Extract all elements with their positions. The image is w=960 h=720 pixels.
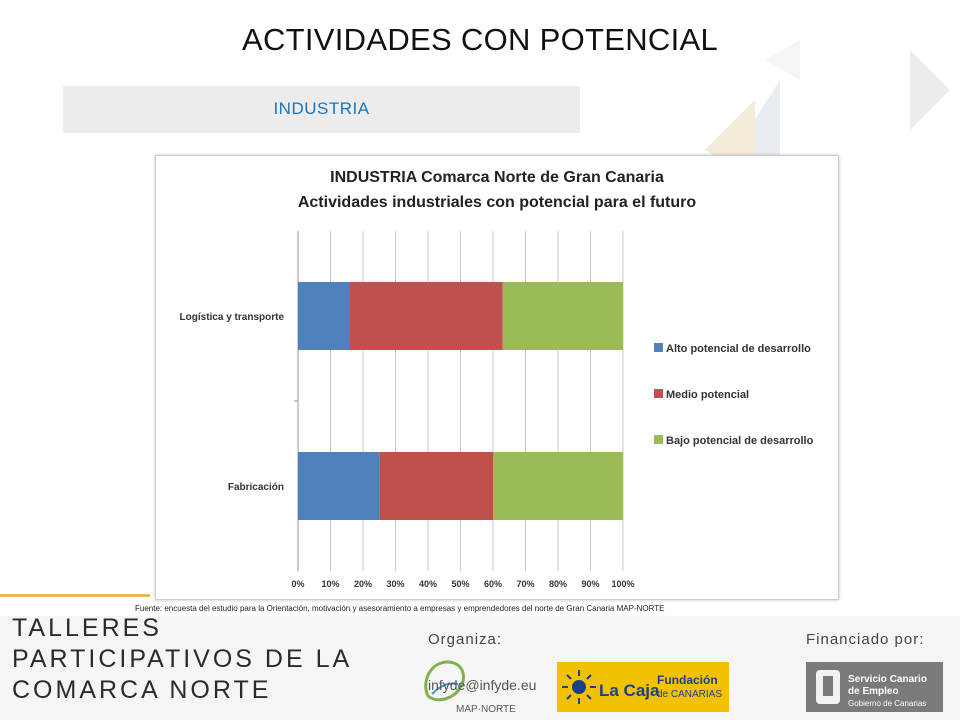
fundacion-text: Fundación [657, 673, 718, 687]
x-tick-label: 60% [484, 579, 502, 589]
sce-logo-graphic: Servicio Canario de Empleo Gobierno de C… [816, 670, 927, 708]
de-canarias-text: de CANARIAS [657, 689, 722, 700]
x-tick-label: 10% [321, 579, 339, 589]
legend-label: Medio potencial [666, 389, 749, 401]
bar-segment [502, 282, 623, 350]
la-caja-text: La Caja [599, 681, 660, 700]
la-caja-logo-graphic: La Caja Fundación de CANARIAS [562, 670, 722, 704]
x-tick-label: 0% [291, 579, 304, 589]
talleres-line-1: TALLERES [12, 614, 162, 642]
servicio-canario-empleo-logo: Servicio Canario de Empleo Gobierno de C… [806, 662, 943, 712]
sce-line-1: Servicio Canario [848, 674, 927, 685]
map-norte-text: MAP·NORTE [456, 704, 516, 715]
talleres-line-2: PARTICIPATIVOS DE LA [12, 645, 353, 673]
stacked-bar-chart: INDUSTRIA Comarca Norte de Gran Canaria A… [180, 169, 814, 589]
x-tick-label: 30% [386, 579, 404, 589]
chart-subtitle: Actividades industriales con potencial p… [298, 194, 697, 211]
gold-accent-line [0, 594, 150, 597]
legend-swatch [654, 343, 663, 352]
legend-swatch [654, 435, 663, 444]
financiado-label: Financiado por: [806, 631, 925, 648]
section-header: INDUSTRIA [63, 86, 580, 133]
bar-segment [298, 452, 380, 520]
sce-line-2: de Empleo [848, 686, 899, 697]
x-tick-label: 90% [581, 579, 599, 589]
legend-label: Bajo potencial de desarrollo [666, 435, 814, 447]
category-label: Logística y transporte [180, 312, 285, 323]
talleres-heading: TALLERES PARTICIPATIVOS DE LA COMARCA NO… [12, 613, 352, 706]
organiza-label: Organiza: [428, 631, 503, 648]
contact-email[interactable]: infyde@infyde.eu [428, 677, 537, 693]
x-tick-label: 40% [419, 579, 437, 589]
x-tick-label: 20% [354, 579, 372, 589]
x-tick-label: 100% [611, 579, 634, 589]
sce-line-3: Gobierno de Canarias [848, 699, 926, 708]
x-tick-label: 80% [549, 579, 567, 589]
bar-segment [298, 282, 350, 350]
source-note: Fuente: encuesta del estudio para la Ori… [135, 604, 665, 613]
bar-segment [493, 452, 623, 520]
x-tick-label: 70% [516, 579, 534, 589]
bar-segment [379, 452, 493, 520]
bar-segment [350, 282, 503, 350]
slide-title: ACTIVIDADES CON POTENCIAL [241, 22, 719, 57]
legend-swatch [654, 389, 663, 398]
chart-title: INDUSTRIA Comarca Norte de Gran Canaria [330, 169, 664, 186]
map-norte-logo: MAP·NORTE [424, 660, 516, 715]
x-tick-label: 50% [451, 579, 469, 589]
legend-label: Alto potencial de desarrollo [666, 343, 811, 355]
la-caja-logo: La Caja Fundación de CANARIAS [557, 662, 729, 712]
talleres-line-3: COMARCA NORTE [12, 676, 272, 704]
section-label: INDUSTRIA [273, 99, 370, 118]
footer-band [0, 616, 960, 720]
category-label: Fabricación [228, 482, 284, 493]
chart-panel: INDUSTRIA Comarca Norte de Gran Canaria A… [155, 155, 839, 600]
